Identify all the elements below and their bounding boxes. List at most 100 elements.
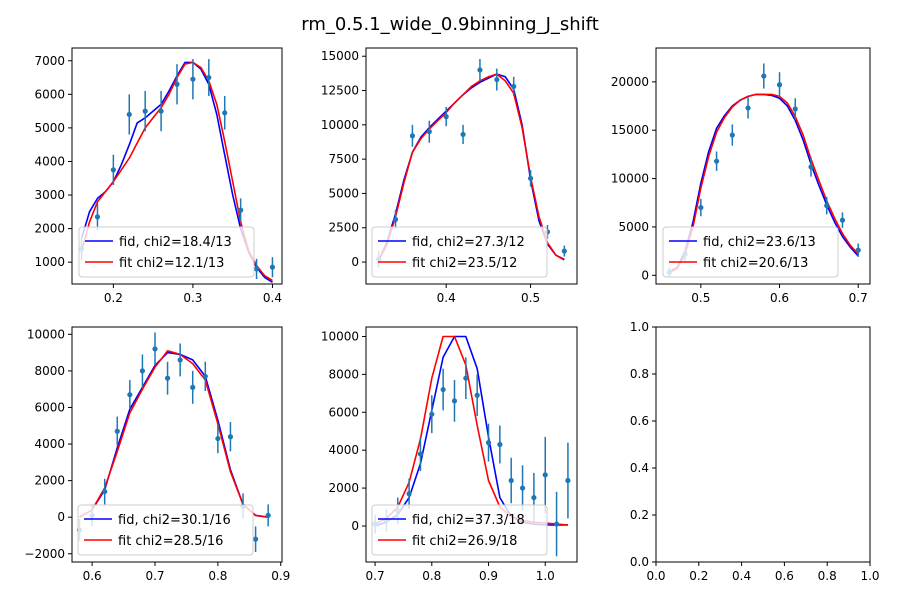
subplot-5-data-point bbox=[519, 485, 526, 491]
subplot-4-ytick-label: 4000 bbox=[34, 437, 65, 451]
subplot-2-ytick-label: 10000 bbox=[321, 118, 359, 132]
subplot-2-legend-box bbox=[371, 226, 548, 278]
subplot-5-legend-box bbox=[371, 504, 548, 556]
subplot-3-data-point bbox=[761, 73, 767, 79]
subplot-5-ytick-label: 6000 bbox=[328, 405, 359, 419]
subplot-4-data-point bbox=[164, 375, 171, 381]
subplot-4-ytick-label: −2000 bbox=[24, 547, 65, 561]
subplot-3-data-point bbox=[792, 106, 798, 112]
subplot-5-data-point bbox=[463, 375, 469, 381]
subplot-3-xtick-label: 0.5 bbox=[691, 291, 710, 305]
subplot-1-ytick-label: 7000 bbox=[34, 54, 65, 68]
subplot-2-data-point bbox=[511, 83, 517, 90]
subplot-5-data-point bbox=[531, 494, 537, 501]
subplot-6-ytick-label: 0.0 bbox=[630, 555, 649, 569]
subplot-5-data-point bbox=[440, 386, 446, 393]
subplot-5-xtick-label: 0.7 bbox=[366, 569, 385, 583]
subplot-2-xtick-label: 0.5 bbox=[521, 291, 540, 305]
subplot-5-data-point bbox=[406, 491, 412, 497]
subplot-3-legend-label-fit: fit chi2=20.6/13 bbox=[703, 256, 808, 271]
subplot-4-data-point bbox=[190, 384, 196, 390]
subplot-1-xtick-label: 0.3 bbox=[183, 291, 202, 305]
subplot-2-ytick-label: 2500 bbox=[328, 221, 359, 235]
subplot-1: 0.2 0.3 0.4 1000 2000 3000 4000 5000 6000 7000 fid… bbox=[34, 47, 283, 305]
subplot-6-ytick-label: 0.4 bbox=[630, 461, 649, 475]
subplot-2-ytick-label: 15000 bbox=[321, 49, 359, 63]
subplot-4-ytick-label: 6000 bbox=[34, 400, 65, 414]
subplot-2-data-point bbox=[477, 67, 483, 73]
subplot-4-ytick-label: 8000 bbox=[34, 364, 65, 378]
subplot-5-data-point bbox=[553, 521, 560, 527]
subplot-4-data-point bbox=[177, 357, 183, 363]
subplot-3-ytick-label: 20000 bbox=[611, 75, 649, 89]
subplot-grid: 0.2 0.3 0.4 1000 2000 3000 4000 5000 6000 7000 fid… bbox=[24, 47, 880, 583]
subplot-4-data-point bbox=[127, 392, 133, 398]
subplot-3-ytick-label: 10000 bbox=[611, 172, 649, 186]
subplot-3-xtick-label: 0.7 bbox=[849, 291, 868, 305]
subplot-4-xtick-label: 0.6 bbox=[83, 569, 102, 583]
subplot-3-data-point bbox=[729, 132, 735, 138]
subplot-2-xtick-label: 0.4 bbox=[437, 291, 456, 305]
subplot-4-data-point bbox=[252, 536, 259, 542]
subplot-4-data-point bbox=[265, 512, 271, 518]
subplot-4: 0.6 0.7 0.8 0.9 −2000 0 2000 4000 6000 8000 10000 f… bbox=[24, 326, 290, 583]
subplot-6-xtick-label: 0.0 bbox=[646, 569, 665, 583]
subplot-5-data-point bbox=[565, 477, 571, 484]
subplot-5-xtick-label: 0.9 bbox=[479, 569, 498, 583]
subplot-3-ytick-label: 15000 bbox=[611, 123, 649, 137]
subplot-2-ytick-label: 5000 bbox=[328, 186, 359, 200]
subplot-2-ytick-label: 7500 bbox=[328, 152, 359, 166]
subplot-5-legend: fid, chi2=37.3/18 fit chi2=26.9/18 bbox=[371, 504, 548, 556]
subplot-4-ytick-label: 0 bbox=[57, 510, 65, 524]
subplot-6-xtick-label: 0.8 bbox=[818, 569, 837, 583]
subplot-6-ytick-label: 1.0 bbox=[630, 320, 649, 334]
subplot-4-xtick-label: 0.8 bbox=[208, 569, 227, 583]
subplot-5-data-point bbox=[508, 477, 514, 484]
subplot-3-legend: fid, chi2=23.6/13 fit chi2=20.6/13 bbox=[662, 226, 839, 278]
subplot-1-legend-label-fid: fid, chi2=18.4/13 bbox=[119, 235, 232, 250]
subplot-6-xtick-label: 0.6 bbox=[775, 569, 794, 583]
subplot-1-ytick-label: 2000 bbox=[34, 222, 65, 236]
subplot-2: 0.4 0.5 0 2500 5000 7500 10000 12500 15000 fid, c… bbox=[321, 47, 578, 305]
subplot-1-data-point bbox=[253, 266, 260, 272]
subplot-1-frame bbox=[71, 47, 283, 285]
subplot-5-data-point bbox=[429, 411, 435, 417]
subplot-4-data-point bbox=[139, 368, 146, 374]
subplot-5-data-point bbox=[497, 441, 503, 448]
subplot-2-data-point bbox=[392, 216, 399, 223]
subplot-5-data-point bbox=[451, 398, 458, 404]
subplot-5-data-point bbox=[485, 440, 492, 446]
subplot-1-data-point bbox=[238, 207, 244, 213]
subplot-3-data-point bbox=[713, 158, 720, 164]
subplot-2-data-point bbox=[409, 133, 416, 139]
subplot-5-ytick-label: 0 bbox=[351, 519, 359, 533]
subplot-6-ytick-label: 0.6 bbox=[630, 414, 649, 428]
subplot-4-legend-box bbox=[77, 504, 254, 556]
subplot-1-data-point bbox=[142, 108, 148, 114]
subplot-4-data-point bbox=[202, 373, 208, 379]
subplot-2-ytick-label: 0 bbox=[351, 255, 359, 269]
subplot-5-data-point bbox=[542, 472, 548, 478]
subplot-4-ytick-label: 10000 bbox=[27, 327, 65, 341]
subplot-1-data-point bbox=[158, 108, 164, 114]
subplot-6-xtick-label: 0.4 bbox=[732, 569, 751, 583]
subplot-1-ytick-label: 4000 bbox=[34, 154, 65, 168]
subplot-1-data-point bbox=[190, 76, 196, 82]
subplot-3-legend-label-fid: fid, chi2=23.6/13 bbox=[703, 235, 816, 250]
subplot-2-series-fit-line bbox=[377, 73, 565, 262]
subplot-1-ytick-label: 1000 bbox=[34, 255, 65, 269]
subplot-1-data-point bbox=[126, 111, 132, 118]
subplot-1-legend-box bbox=[78, 226, 255, 278]
subplot-2-legend-label-fid: fid, chi2=27.3/12 bbox=[412, 235, 525, 250]
subplot-1-legend: fid, chi2=18.4/13 fit chi2=12.1/13 bbox=[78, 226, 255, 278]
subplot-4-data-point bbox=[102, 488, 108, 495]
subplot-2-content bbox=[376, 58, 567, 268]
subplot-3-frame bbox=[655, 47, 871, 285]
subplot-4-ytick-label: 2000 bbox=[34, 474, 65, 488]
subplot-6-xtick-label: 1.0 bbox=[860, 569, 879, 583]
figure-title: rm_0.5.1_wide_0.9binning_J_shift bbox=[301, 14, 599, 35]
subplot-5-legend-label-fid: fid, chi2=37.3/18 bbox=[412, 513, 525, 528]
subplot-2-frame bbox=[365, 47, 578, 285]
